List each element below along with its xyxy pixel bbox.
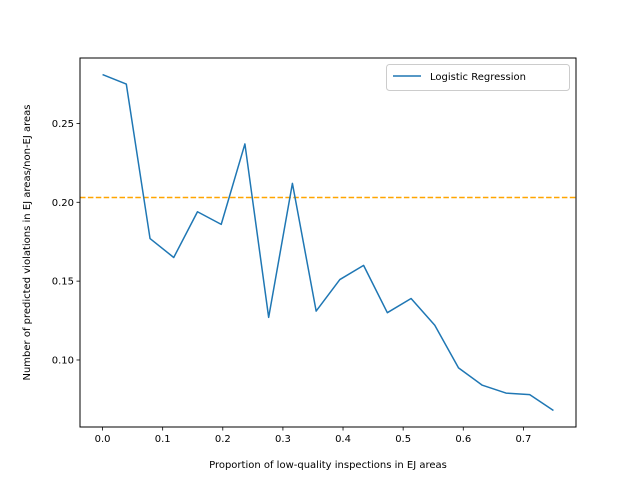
y-tick-label: 0.10: [52, 355, 74, 366]
series-line-0: [102, 73, 554, 412]
x-tick-label: 0.6: [455, 434, 471, 445]
legend-label-logistic-regression: Logistic Regression: [430, 72, 526, 83]
legend: Logistic Regression: [386, 64, 570, 91]
axis-ticks: 0.0 0.1 0.2 0.3 0.4 0.5 0.6 0.7 0.10 0.15 0.20 0.25: [52, 119, 532, 445]
legend-box: [386, 64, 570, 91]
x-tick-label: 0.4: [335, 434, 351, 445]
plot-area: [80, 73, 576, 412]
axes-frame: [79, 57, 577, 428]
y-tick-label: 0.25: [52, 119, 74, 130]
x-tick-label: 0.2: [215, 434, 231, 445]
x-tick-label: 0.3: [275, 434, 291, 445]
x-axis-label: Proportion of low-quality inspections in…: [209, 460, 447, 471]
y-axis-label: Number of predicted violations in EJ are…: [22, 104, 33, 380]
y-tick-label: 0.15: [52, 277, 74, 288]
x-tick-label: 0.0: [95, 434, 111, 445]
y-tick-label: 0.20: [52, 198, 74, 209]
x-tick-label: 0.7: [515, 434, 531, 445]
x-tick-label: 0.1: [155, 434, 171, 445]
x-tick-label: 0.5: [395, 434, 411, 445]
